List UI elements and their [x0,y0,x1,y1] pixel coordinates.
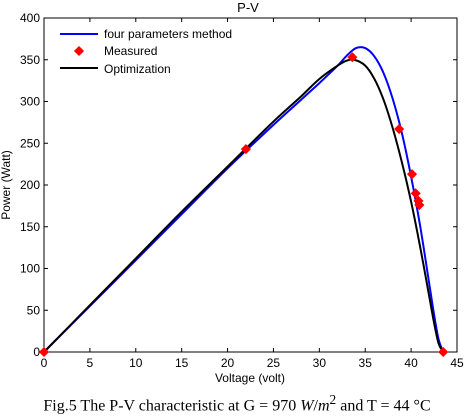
caption-unit-sep: / [313,397,318,415]
measured-point [414,199,425,211]
measured-point [38,346,50,358]
caption-unit-w: W [300,397,314,415]
x-tick-label: 40 [404,356,418,370]
x-tick-label: 10 [129,356,143,370]
measured-point [347,52,358,63]
x-tick-label: 0 [41,356,48,370]
y-tick-label: 0 [33,345,40,359]
y-tick-label: 400 [20,11,40,25]
y-tick-label: 200 [20,178,40,192]
y-axis-label: Power (Watt) [0,150,13,220]
figure-caption: Fig.5 The P-V characteristic at G = 970 … [0,392,474,416]
y-tick-label: 100 [20,262,40,276]
legend-label-optimization: Optimization [104,62,171,76]
x-tick-label: 20 [221,356,235,370]
legend: four parameters method Measured Optimiza… [54,23,246,85]
y-tick-label: 250 [20,136,40,150]
measured-point [410,188,421,199]
pv-chart: P-V 0 5 10 15 20 25 30 35 40 45 0 50 100 150 200 250 300… [0,0,464,385]
x-tick-label: 30 [313,356,327,370]
x-tick-label: 45 [450,356,464,370]
measured-point [438,346,449,358]
plot-lines [38,46,449,358]
y-tick-label: 150 [20,220,40,234]
x-tick-label: 5 [87,356,94,370]
x-tick-label: 35 [359,356,373,370]
legend-label-four-parameters: four parameters method [104,27,232,41]
y-tick-label: 350 [20,53,40,67]
axis-ticks: 0 5 10 15 20 25 30 35 40 45 0 50 100 150 200 250 300 350 4… [20,11,464,370]
measured-point [406,169,418,180]
caption-unit-m: m [317,397,330,415]
x-axis-label: Voltage (volt) [215,371,285,385]
measured-point [394,123,405,135]
x-tick-label: 25 [267,356,281,370]
caption-unit-exp: 2 [329,392,337,407]
y-tick-label: 50 [27,303,41,317]
chart-title: P-V [237,0,259,15]
x-tick-label: 15 [175,356,189,370]
four-parameters-line [43,46,445,353]
legend-marker-measured [73,45,85,57]
measured-point [240,144,251,155]
legend-label-measured: Measured [104,44,157,58]
caption-prefix: Fig.5 The P-V characteristic at G = 970 [43,397,301,415]
optimization-line [43,58,445,353]
y-tick-label: 300 [20,95,40,109]
caption-suffix: and T = 44 °C [336,397,431,415]
